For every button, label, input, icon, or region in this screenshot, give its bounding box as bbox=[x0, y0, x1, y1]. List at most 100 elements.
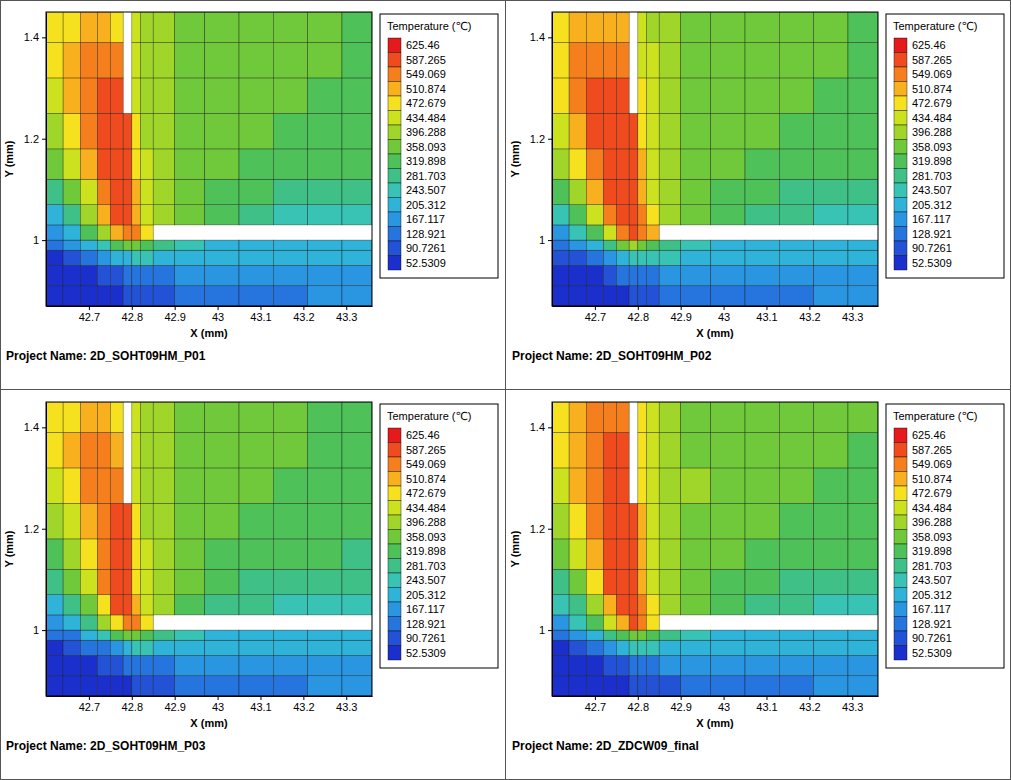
colorbar-swatch bbox=[388, 38, 401, 53]
x-tick-label: 42.7 bbox=[79, 701, 100, 713]
cell bbox=[153, 630, 174, 640]
cell bbox=[175, 78, 205, 113]
y-tick: 1 bbox=[33, 234, 46, 246]
x-tick: 43.1 bbox=[756, 696, 777, 713]
x-tick-mark bbox=[218, 306, 219, 310]
colorbar-swatch bbox=[894, 111, 907, 126]
cell bbox=[80, 286, 97, 306]
x-tick-label: 42.8 bbox=[122, 701, 143, 713]
cell bbox=[140, 286, 153, 306]
cell bbox=[273, 432, 307, 467]
cell bbox=[569, 78, 586, 113]
cell bbox=[779, 179, 813, 204]
cell bbox=[273, 640, 307, 655]
cell bbox=[745, 42, 779, 77]
cell bbox=[46, 286, 63, 306]
cell bbox=[552, 595, 569, 615]
cell bbox=[629, 539, 638, 569]
x-tick: 42.8 bbox=[122, 306, 143, 323]
x-tick-mark bbox=[852, 306, 853, 310]
cell bbox=[638, 432, 647, 467]
cell bbox=[779, 595, 813, 615]
cell bbox=[586, 250, 603, 265]
cell bbox=[46, 205, 63, 225]
plot-area bbox=[46, 12, 372, 306]
colorbar-swatch bbox=[388, 617, 401, 632]
cell bbox=[616, 265, 629, 285]
cell bbox=[569, 640, 586, 655]
cell bbox=[239, 630, 273, 640]
cell bbox=[848, 595, 878, 615]
cell bbox=[132, 402, 141, 432]
colorbar-label: 243.507 bbox=[912, 574, 952, 586]
colorbar-label: 167.117 bbox=[406, 213, 445, 225]
cell bbox=[659, 468, 680, 503]
cell bbox=[132, 503, 141, 538]
cell bbox=[745, 539, 779, 569]
cell bbox=[659, 179, 680, 204]
cell bbox=[586, 468, 603, 503]
cell bbox=[681, 42, 711, 77]
colorbar-label: 472.679 bbox=[406, 97, 446, 109]
cell bbox=[132, 113, 141, 148]
cell bbox=[175, 286, 205, 306]
colorbar-box bbox=[886, 14, 1004, 278]
cell bbox=[659, 432, 680, 467]
cell bbox=[46, 42, 63, 77]
cell bbox=[603, 539, 616, 569]
cell bbox=[745, 240, 779, 250]
cell bbox=[552, 250, 569, 265]
x-tick-label: 42.9 bbox=[670, 701, 691, 713]
cell bbox=[239, 113, 273, 148]
cell bbox=[123, 240, 132, 250]
cell bbox=[205, 149, 239, 179]
cell bbox=[646, 240, 659, 250]
cell bbox=[711, 205, 745, 225]
cell bbox=[848, 539, 878, 569]
cell bbox=[46, 468, 63, 503]
cell bbox=[638, 615, 647, 630]
cell bbox=[745, 676, 779, 696]
cell bbox=[175, 676, 205, 696]
cell bbox=[552, 676, 569, 696]
cell bbox=[97, 42, 110, 77]
cell bbox=[779, 402, 813, 432]
cell bbox=[848, 503, 878, 538]
cell bbox=[779, 432, 813, 467]
cell bbox=[616, 468, 629, 503]
cell bbox=[110, 113, 123, 148]
cell bbox=[745, 78, 779, 113]
x-axis: 42.742.842.94343.143.243.3 bbox=[553, 306, 879, 323]
colorbar-swatch bbox=[894, 154, 907, 169]
cell bbox=[239, 595, 273, 615]
colorbar-label: 205.312 bbox=[406, 589, 446, 601]
cell bbox=[552, 149, 569, 179]
cell bbox=[97, 615, 110, 630]
cell bbox=[552, 432, 569, 467]
cell bbox=[629, 286, 638, 306]
cell bbox=[552, 78, 569, 113]
x-tick-mark bbox=[346, 306, 347, 310]
cell bbox=[80, 615, 97, 630]
cell bbox=[681, 113, 711, 148]
colorbar-swatch bbox=[388, 530, 401, 545]
cell bbox=[638, 655, 647, 675]
colorbar-swatch bbox=[894, 457, 907, 472]
x-tick-label: 43.3 bbox=[336, 311, 357, 323]
x-tick: 43.2 bbox=[799, 696, 820, 713]
colorbar-swatch bbox=[894, 617, 907, 632]
colorbar-label: 281.703 bbox=[406, 560, 446, 572]
cell bbox=[711, 265, 745, 285]
cell bbox=[711, 402, 745, 432]
cell bbox=[46, 630, 63, 640]
cell bbox=[552, 205, 569, 225]
cell bbox=[153, 179, 174, 204]
x-tick-mark bbox=[218, 696, 219, 700]
cell bbox=[140, 468, 153, 503]
cell bbox=[308, 539, 342, 569]
cell bbox=[745, 250, 779, 265]
y-tick-label: 1 bbox=[33, 234, 39, 246]
colorbar-label: 587.265 bbox=[406, 444, 446, 456]
cell bbox=[140, 595, 153, 615]
colorbar-label: 205.312 bbox=[912, 589, 952, 601]
